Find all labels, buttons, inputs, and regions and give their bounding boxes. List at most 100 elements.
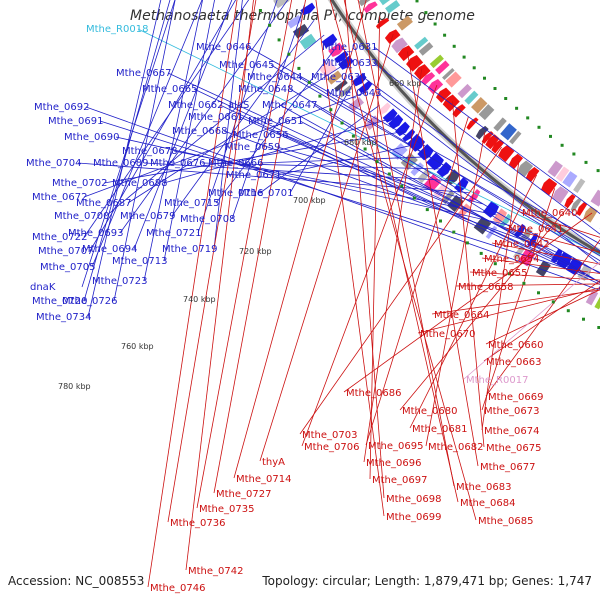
tick-dot [297,66,301,70]
leader-line-reverse [485,239,600,397]
gene-label-forward: Mthe_0668 [172,126,228,137]
tick-label: 740 kbp [183,295,216,304]
leader-line-forward [83,0,171,302]
feature-arrow [570,198,582,213]
leader-line-forward [81,0,176,288]
tick-dot [537,125,541,129]
leader-line-forward [373,62,600,235]
leader-line-reverse [483,280,600,362]
gene-label-forward: Mthe_0720 [32,296,88,307]
tick-dot [425,208,429,212]
tick-dot [424,11,428,15]
leader-line-forward [193,88,600,283]
feature-arrow [573,178,586,193]
gene-label-forward: Mthe_0644 [247,72,303,83]
gene-label-reverse: Mthe_0664 [434,310,490,321]
tick-dot [433,22,437,26]
tick-dot [582,317,585,321]
feature-arrow [358,0,371,7]
leader-line-reverse [329,0,477,521]
tick-label: 760 kbp [121,342,154,351]
feature-arrow [358,80,373,94]
tick-dot [329,108,333,112]
gene-label-forward: Mthe_0702 [52,178,108,189]
tick-dot [462,55,466,59]
leader-line-forward [85,106,600,291]
leader-line-forward [137,28,600,255]
feature-arrow [478,104,495,121]
leader-line-forward [284,134,526,237]
genome-summary: Topology: circular; Length: 1,879,471 bp… [262,574,592,588]
gene-label-forward: Mthe_0678 [122,146,178,157]
gene-label-forward: Mthe_0689 [93,158,149,169]
feature-arrow [442,67,455,81]
gene-label-forward: Mthe_0722 [32,232,88,243]
feature-arrow [482,200,500,218]
gene-label-forward: Mthe_0631 [322,42,378,53]
tick-label: 720 kbp [239,247,272,256]
leader-line-forward [223,130,541,247]
gene-label-reverse: Mthe_0746 [150,583,206,594]
tick-dot [307,80,311,84]
tick-dot [560,143,564,147]
feature-arrow [590,189,600,207]
feature-arrow [407,133,426,152]
tick-dot [277,38,281,42]
feature-arrow [471,97,488,114]
backbone-layer [327,0,600,257]
gene-label-reverse: Mthe_0660 [488,340,544,351]
leader-line-reverse [147,0,238,588]
feature-arrow [452,104,466,118]
feature-arrow [300,2,316,16]
gene-label-forward: Mthe_0647 [262,100,318,111]
tick-dot [465,241,469,245]
feature-arrow [292,23,310,39]
feature-arrow [379,0,391,6]
feature-arrow [382,108,398,123]
feature-arrow [498,145,515,162]
leader-line-forward [298,76,600,262]
feature-arrow [576,201,588,216]
leader-line-forward [83,0,250,238]
feature-arrow [491,139,505,154]
leader-line-reverse [315,0,385,517]
leader-line-forward [197,0,278,234]
leader-line-reverse [259,33,394,462]
leader-line-reverse [357,0,455,487]
gene-label-reverse: Mthe_0698 [386,494,442,505]
gene-label-forward: Mthe_0694 [82,244,138,255]
feature-arrow [564,194,576,209]
tick-dot [493,262,497,266]
leader-line-reverse [505,227,600,253]
gene-label-reverse: Mthe_0714 [236,474,292,485]
gene-label-forward: Mthe_0633 [322,58,378,69]
leader-line-forward [279,104,600,283]
gene-label-forward: Mthe_0713 [112,256,168,267]
feature-arrow [351,72,367,87]
leader-line-reverse [481,257,600,274]
gene-label-forward: Mthe_0721 [146,228,202,239]
leader-line-forward [289,77,357,194]
gene-label-forward: Mthe_0705 [40,262,96,273]
tick-dot [515,106,519,110]
gene-label-forward: Mthe_0646 [196,42,252,53]
tick-dot [479,251,483,255]
tick-label: 680 kbp [344,138,377,147]
tick-dot [287,52,291,56]
tick-dot [258,9,262,12]
leader-line-forward [77,162,469,193]
gene-label-forward: Mthe_0716 [208,188,264,199]
feature-arrow [485,225,498,240]
gene-label-forward: alaS [228,100,249,111]
tick-dot [318,94,322,98]
leader-line-forward [373,46,600,215]
gene-label-forward: Mthe_0688 [112,178,168,189]
gene-label-forward: Mthe_0634 [311,72,367,83]
leader-line-reverse [481,188,556,411]
gene-label-reverse: Mthe_0695 [368,441,424,452]
feature-arrow [348,96,365,112]
tick-marks-layer: 660 kbp 680 kbp 700 kbp 720 kbp 740 kbp 760 k… [58,0,600,391]
feature-arrow [414,64,431,81]
leader-line-reverse [463,261,600,380]
